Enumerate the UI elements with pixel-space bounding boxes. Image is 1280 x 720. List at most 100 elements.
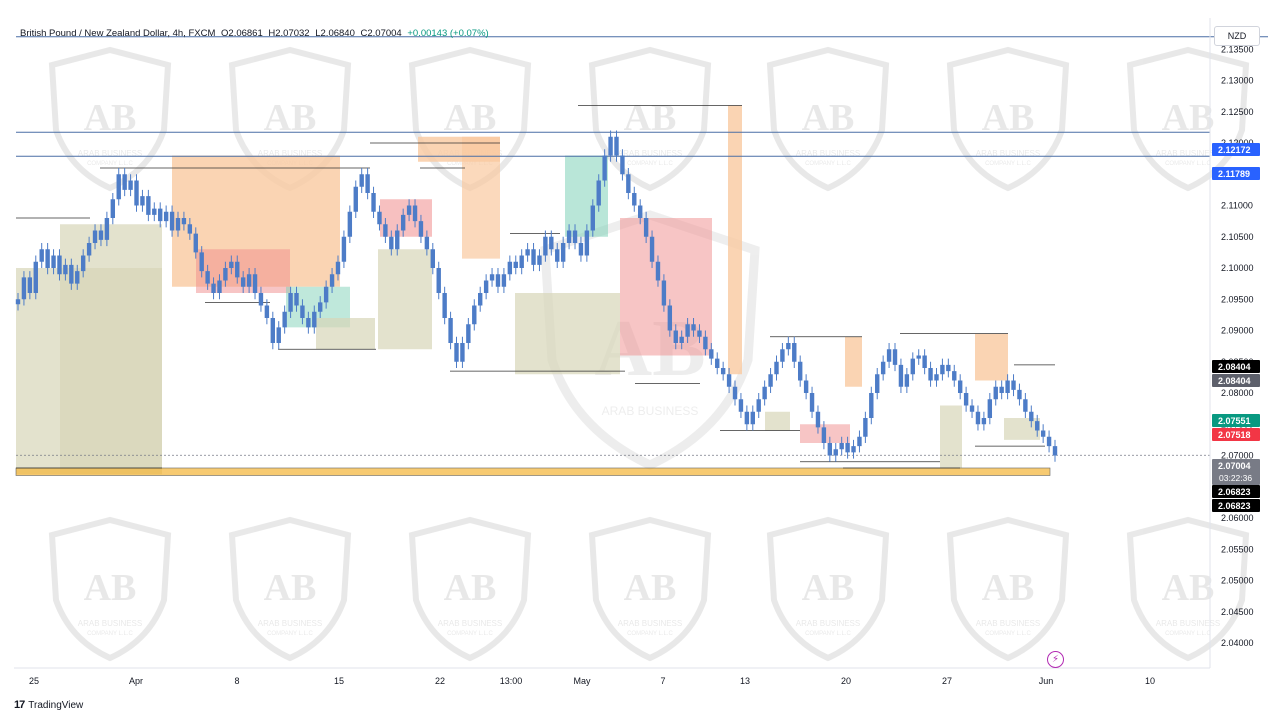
candle-body [418,221,424,237]
zone-box [515,293,620,375]
watermark-sub: COMPANY L.L.C [87,161,133,167]
candle-body [821,427,827,443]
candle-body [1035,421,1040,431]
candle-body [809,393,815,412]
price-tag-bg [1212,499,1260,512]
zone-box [975,333,1008,381]
candle-body [946,364,951,372]
candle-body [833,449,838,456]
time-tick-label: May [573,676,591,686]
candle-body [1029,411,1034,422]
candle-body [199,252,204,272]
tradingview-brand: TradingView [28,699,84,711]
watermark-shield-outline [1126,516,1250,662]
candle-body [608,136,613,156]
candle-body [63,264,68,275]
candle-body [969,405,975,412]
candle-body [720,368,726,375]
candle-body [163,211,169,222]
candle-body [478,293,483,306]
candle-body [57,255,62,275]
time-tick-label: Jun [1039,676,1054,686]
watermark-shield-icon: AB ARAB BUSINESS COMPANY L.L.C [48,516,172,662]
candle-body [270,318,276,343]
candle-body [697,330,702,337]
price-tag-bg [1212,360,1260,373]
candle-body [726,374,732,387]
candle-body [934,374,939,381]
watermark-sub: COMPANY L.L.C [1165,161,1211,167]
watermark-brand: ARAB BUSINESS [1156,149,1220,158]
candle-body [987,399,993,418]
candle-body [252,274,258,293]
watermark-brand: ARAB BUSINESS [78,149,142,158]
candle-body [323,286,329,303]
candle-body [495,274,501,287]
candle-body [797,361,803,381]
candle-body [430,249,435,268]
candle-body [246,274,252,287]
price-tag-label: 2.12172 [1218,145,1251,155]
candle-body [549,236,554,250]
levels-layer [16,36,1268,469]
watermark-shield-outline [48,46,172,192]
time-tick-label: Apr [129,676,143,686]
candle-body [827,443,833,456]
candle-body [229,261,234,268]
candle-body [703,336,708,350]
candle-body [312,311,317,328]
candle-body [525,249,530,256]
watermark-shield-outline [588,516,712,662]
watermark-monogram: AB [802,567,855,609]
watermark-shield-outline [48,516,172,662]
time-axis[interactable]: 25 Apr 8 15 22 13:00 May 7 13 20 27 Jun 10 [29,676,1155,686]
candle-body [768,374,773,387]
watermark-brand: ARAB BUSINESS [1156,619,1220,628]
candle-body [963,393,969,406]
candle-body [898,364,904,387]
currency-button[interactable]: NZD [1214,26,1260,46]
footer-branding[interactable]: 17 TradingView [14,699,83,711]
candle-body [235,261,240,278]
time-tick-label: 8 [234,676,239,686]
watermark-shield-icon: AB ARAB BUSINESS COMPANY L.L.C [588,516,712,662]
candle-body [590,205,595,231]
tradingview-logo-icon: 17 [14,699,25,711]
candle-body [80,255,86,272]
price-tag-bg [1212,167,1260,180]
candle-body [300,305,305,318]
candle-body [1052,446,1058,456]
candle-body [146,196,151,215]
flash-icon[interactable]: ⚡ [1047,651,1064,668]
candle-body [649,236,655,262]
watermark-sub: COMPANY L.L.C [87,631,133,637]
candle-body [264,305,270,318]
price-tag-label: 2.07004 [1218,461,1251,471]
price-tags: 2.12172 2.11789 2.08404 2.08404 2.07551 2.075… [1212,143,1260,512]
watermark-shield-outline [766,516,890,662]
candle-body [169,211,175,231]
ohlc-low: L2.06840 [315,28,355,39]
candle-body [928,368,933,381]
candle-body [667,305,673,331]
price-tag-label: 2.08404 [1218,376,1251,386]
price-tag-label: 2.07551 [1218,416,1251,426]
candle-body [383,224,388,237]
candle-body [685,324,690,337]
watermark-sub: COMPANY L.L.C [985,631,1031,637]
zones-layer [15,105,1051,476]
candle-body [69,264,74,284]
candle-body [104,218,110,240]
candle-body [501,274,507,287]
price-tick-label: 2.10000 [1221,263,1254,273]
watermark-shield-icon: AB ARAB BUSINESS COMPANY L.L.C [408,516,532,662]
candle-body [750,411,755,425]
candle-body [851,446,856,453]
price-tick-label: 2.04000 [1221,638,1254,648]
watermark-sub: COMPANY L.L.C [985,161,1031,167]
watermark-brand: ARAB BUSINESS [78,619,142,628]
zone-box [316,318,375,350]
candle-body [513,261,518,268]
symbol-legend[interactable]: British Pound / New Zealand Dollar, 4h, … [20,28,492,39]
